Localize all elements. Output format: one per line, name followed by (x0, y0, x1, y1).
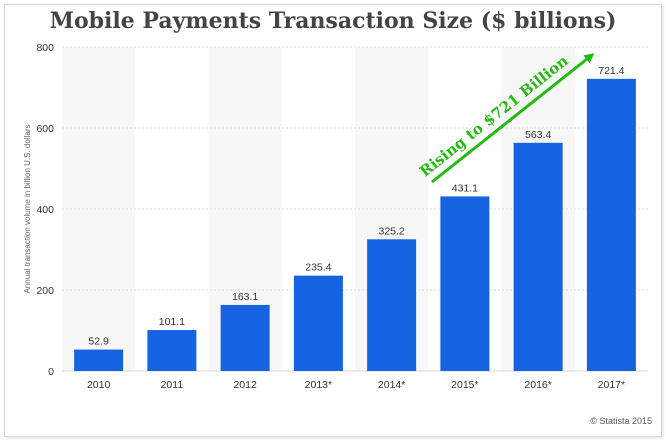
x-tick-label: 2012 (233, 379, 257, 391)
data-label: 235.4 (305, 262, 331, 274)
bar (440, 196, 490, 371)
y-tick-label: 800 (36, 42, 54, 54)
data-label: 563.4 (525, 129, 551, 141)
data-label: 52.9 (88, 336, 109, 348)
chart-title: Mobile Payments Transaction Size ($ bill… (49, 8, 617, 34)
bar (220, 304, 270, 371)
data-label: 431.1 (452, 182, 478, 194)
bar (367, 239, 417, 371)
source-credit: © Statista 2015 (590, 416, 652, 426)
y-tick-label: 600 (36, 123, 54, 135)
bar (513, 142, 563, 371)
x-tick-label: 2011 (161, 379, 184, 391)
x-tick-label: 2014* (378, 379, 405, 391)
x-tick-label: 2010 (87, 379, 111, 391)
x-tick-label: 2017* (598, 379, 625, 391)
data-label: 163.1 (232, 291, 258, 303)
data-label: 325.2 (378, 225, 404, 237)
data-label: 721.4 (598, 65, 624, 77)
y-tick-label: 200 (36, 285, 54, 297)
x-tick-label: 2015* (451, 379, 478, 391)
x-tick-label: 2013* (305, 379, 332, 391)
x-tick-label: 2016* (524, 379, 551, 391)
bar (293, 275, 343, 371)
data-label: 101.1 (159, 316, 185, 328)
bar (74, 349, 124, 371)
y-tick-label: 0 (48, 366, 54, 378)
bar (586, 78, 636, 371)
y-tick-label: 400 (36, 204, 54, 216)
y-axis-label: Annual transaction volume in billion U.S… (23, 125, 32, 294)
trend-arrow (431, 53, 595, 184)
bar (147, 330, 197, 371)
